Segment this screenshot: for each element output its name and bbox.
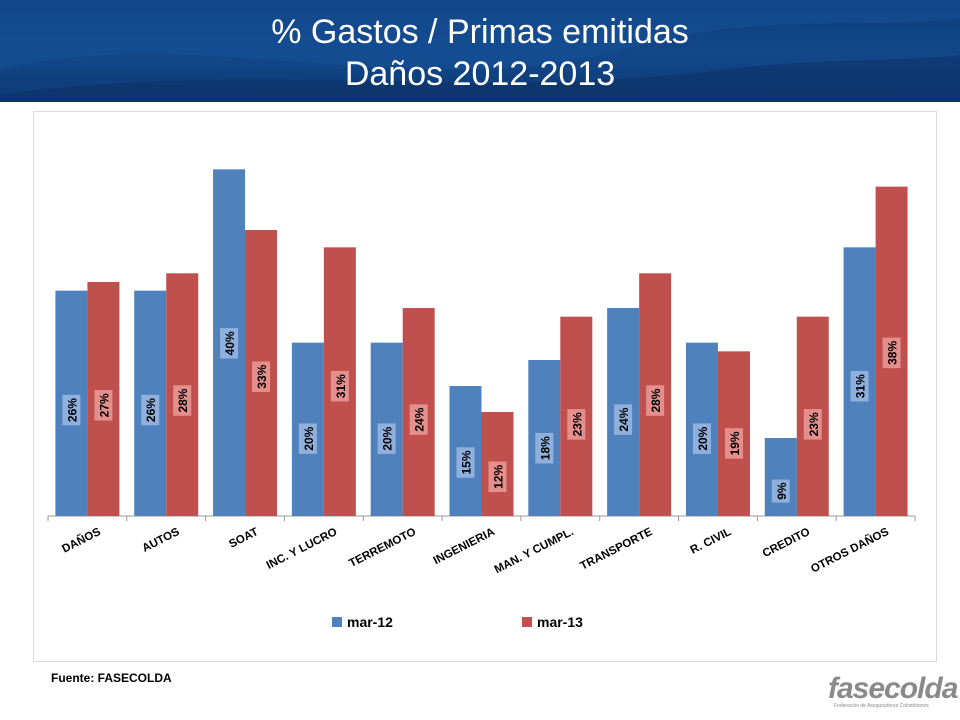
data-label-mar-12-4: 20% [377,423,396,454]
data-label-text: 20% [381,426,395,450]
data-label-mar-12-2: 40% [220,328,239,359]
data-label-box [488,461,507,493]
logo-wordmark: fasecolda [828,672,958,705]
data-label-box [252,361,271,392]
x-tick-label-9: CREDITO [761,526,812,560]
data-label-text: 27% [97,393,111,417]
data-label-text: 9% [775,482,789,500]
data-label-text: 31% [334,374,348,398]
data-label-mar-13-1: 28% [173,385,192,416]
data-label-mar-12-9: 9% [771,479,790,503]
legend: mar-12 mar-13 [332,614,583,630]
x-tick-label-4: TERREMOTO [347,526,418,570]
data-label-box [850,370,869,402]
x-tick-label-7: TRANSPORTE [578,526,654,573]
x-tick-label-8: R. CIVIL [689,526,734,557]
data-label-text: 40% [223,331,237,355]
data-label-box [456,447,475,478]
data-label-mar-13-10: 38% [882,337,901,369]
data-label-text: 12% [492,464,506,488]
data-label-mar-12-7: 24% [614,404,633,435]
data-label-text: 33% [255,364,269,388]
data-label-mar-12-6: 18% [535,432,554,464]
x-tick-label-5: INGENIERIA [432,526,497,567]
data-label-box [141,394,160,426]
x-axis [47,515,916,521]
data-label-mar-12-8: 20% [692,423,711,454]
data-label-text: 26% [144,398,158,422]
data-label-mar-12-3: 20% [298,423,317,454]
data-label-box [614,404,633,435]
data-label-mar-13-5: 12% [488,461,507,493]
data-label-box [220,328,239,359]
data-label-box [646,385,665,416]
data-label-box [771,479,790,503]
data-label-mar-13-0: 27% [94,390,113,421]
data-label-box [62,394,81,426]
legend-swatch-mar-13 [522,617,532,627]
data-label-mar-12-1: 26% [141,394,160,426]
data-label-mar-12-0: 26% [62,394,81,426]
chart-title: % Gastos / Primas emitidas [271,13,689,51]
data-label-text: 31% [854,374,868,398]
legend-label-mar-13: mar-13 [537,614,583,630]
logo-tagline: Federación de Aseguradores Colombianos [834,703,929,709]
data-label-mar-13-7: 28% [646,385,665,416]
x-tick-labels: DAÑOS AUTOS SOAT INC. Y LUCRO TERREMOTO INGEN… [60,525,891,576]
data-label-box [173,385,192,416]
x-tick-label-1: AUTOS [140,526,181,555]
data-label-mar-13-8: 19% [724,428,743,459]
data-label-mar-13-6: 23% [567,409,586,440]
data-label-box [298,423,317,454]
data-label-box [882,337,901,369]
fasecolda-logo: fasecolda Federación de Aseguradores Col… [828,672,958,712]
x-tick-label-10: OTROS DAÑOS [809,525,891,576]
data-label-text: 28% [649,388,663,412]
data-label-mar-13-9: 23% [803,409,822,440]
data-label-box [535,432,554,464]
data-label-mar-13-2: 33% [252,361,271,392]
title-banner: % Gastos / Primas emitidas Daños 2012-20… [0,0,960,102]
data-label-text: 18% [538,436,552,460]
legend-label-mar-12: mar-12 [347,614,393,630]
source-note: Fuente: FASECOLDA [51,671,172,685]
data-label-text: 20% [302,426,316,450]
data-label-text: 24% [413,407,427,431]
data-label-box [724,428,743,459]
bar-mar-12-9 [764,438,797,516]
data-labels: 26% 27% 26% 28% 40% 33% 20% 31% 20% 24% 15% 12% 18% 2… [62,328,901,503]
x-tick-label-2: SOAT [227,526,260,551]
data-label-mar-13-4: 24% [409,404,428,435]
data-label-box [377,423,396,454]
data-label-text: 24% [617,407,631,431]
data-label-box [409,404,428,435]
data-label-mar-13-3: 31% [330,370,349,402]
chart-subtitle: Daños 2012-2013 [344,55,616,93]
bars [55,169,908,517]
data-label-mar-12-10: 31% [850,370,869,402]
banner-wave-decoration [0,0,960,102]
x-tick-label-6: MAN. Y CUMPL. [493,526,576,576]
data-label-text: 28% [176,388,190,412]
data-label-box [330,370,349,402]
data-label-text: 15% [460,450,474,474]
data-label-text: 23% [807,412,821,436]
data-label-text: 20% [696,426,710,450]
data-label-box [692,423,711,454]
data-label-text: 26% [65,398,79,422]
data-label-box [567,409,586,440]
data-label-box [803,409,822,440]
x-tick-label-3: INC. Y LUCRO [265,526,340,572]
legend-swatch-mar-12 [332,617,342,627]
data-label-text: 38% [886,341,900,365]
data-label-text: 19% [728,431,742,455]
data-label-box [94,390,113,421]
data-label-text: 23% [570,412,584,436]
data-label-mar-12-5: 15% [456,447,475,478]
x-tick-label-0: DAÑOS [60,525,103,556]
